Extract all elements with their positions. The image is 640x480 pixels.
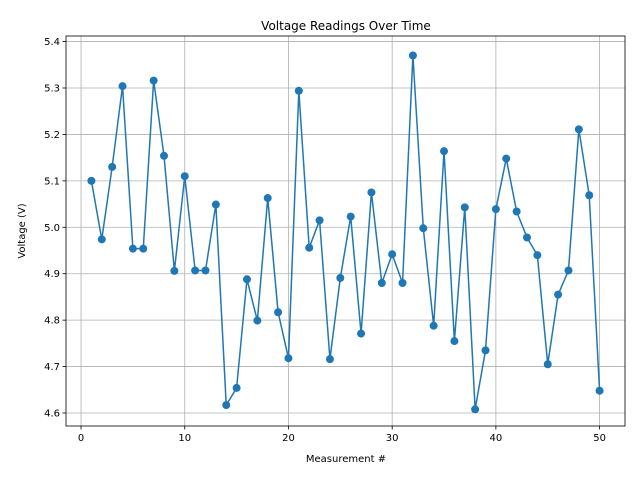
data-point	[346, 212, 355, 221]
data-point	[97, 235, 106, 244]
x-tick-label: 50	[593, 433, 606, 444]
x-tick-label: 10	[178, 433, 191, 444]
data-point	[211, 200, 220, 209]
chart-title: Voltage Readings Over Time	[261, 19, 431, 33]
axis-ticks: 0 10 20 30 40 50 4.6 4.7 4.8 4.9 5.0 5.1 5.2 5.3 5.4	[44, 37, 606, 444]
data-point	[305, 243, 314, 252]
x-axis-label: Measurement #	[306, 454, 386, 465]
data-point	[274, 308, 283, 317]
series-layer	[90, 54, 601, 411]
data-point	[429, 321, 438, 330]
data-point	[471, 405, 480, 414]
data-point	[440, 147, 449, 156]
data-point	[336, 273, 345, 282]
data-point	[87, 176, 96, 185]
y-tick-label: 5.4	[44, 37, 60, 48]
data-point	[325, 355, 334, 364]
data-point	[160, 151, 169, 160]
data-point	[574, 125, 583, 134]
data-point	[543, 360, 552, 369]
y-tick-label: 4.9	[44, 269, 60, 280]
data-point	[263, 194, 272, 203]
plot-area-frame	[65, 35, 626, 427]
x-tick-label: 40	[490, 433, 503, 444]
y-tick-label: 5.3	[44, 84, 60, 95]
x-tick-label: 0	[78, 433, 84, 444]
data-point	[118, 82, 127, 91]
y-axis-label: Voltage (V)	[17, 203, 28, 258]
data-point	[315, 216, 324, 225]
series-line	[90, 54, 601, 411]
data-point	[481, 346, 490, 355]
data-point	[139, 244, 148, 253]
data-point	[564, 266, 573, 275]
data-point	[512, 207, 521, 216]
data-point	[419, 224, 428, 233]
data-point	[388, 250, 397, 259]
data-point	[450, 337, 459, 346]
data-point	[357, 329, 366, 338]
data-point	[491, 205, 500, 214]
data-point	[108, 162, 117, 171]
data-point	[128, 244, 137, 253]
y-tick-label: 4.8	[44, 316, 60, 327]
data-point	[191, 266, 200, 275]
data-point	[222, 401, 231, 410]
data-point	[554, 290, 563, 299]
data-point	[232, 383, 241, 392]
data-point	[367, 188, 376, 197]
data-point	[294, 86, 303, 95]
data-point	[522, 233, 531, 242]
y-tick-label: 5.0	[44, 223, 60, 234]
y-tick-label: 4.6	[44, 409, 60, 420]
data-point	[408, 51, 417, 60]
data-point	[253, 316, 262, 325]
data-point	[149, 76, 158, 85]
data-point	[377, 279, 386, 287]
data-point	[460, 203, 469, 212]
data-point	[201, 266, 210, 275]
marker-layer	[87, 51, 604, 414]
data-point	[180, 172, 189, 181]
data-point	[284, 354, 293, 363]
y-tick-label: 4.7	[44, 362, 60, 373]
y-tick-label: 5.2	[44, 130, 60, 141]
data-point	[502, 154, 511, 163]
data-point	[533, 251, 542, 260]
data-point	[595, 386, 604, 395]
data-point	[585, 191, 594, 200]
x-tick-label: 20	[282, 433, 295, 444]
grid	[66, 36, 625, 426]
x-tick-label: 30	[386, 433, 399, 444]
data-point	[398, 279, 407, 287]
y-tick-label: 5.1	[44, 176, 60, 187]
data-point	[170, 266, 179, 275]
data-point	[242, 275, 251, 284]
